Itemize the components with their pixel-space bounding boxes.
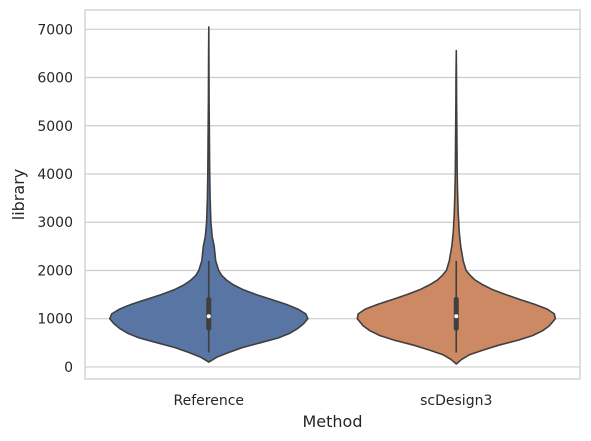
y-tick-label: 3000 (37, 215, 73, 231)
y-tick-label: 6000 (37, 71, 73, 87)
x-tick-labels: Reference scDesign3 (174, 393, 493, 409)
y-tick-label: 0 (64, 360, 73, 376)
y-tick-label: 7000 (37, 22, 73, 38)
median-marker (454, 314, 459, 319)
violin-scdesign3 (356, 49, 557, 365)
median-marker (206, 314, 211, 319)
y-tick-label: 1000 (37, 312, 73, 328)
violin-reference (109, 26, 309, 363)
y-tick-label: 5000 (37, 119, 73, 135)
y-axis-title: library (9, 169, 28, 220)
x-tick-label: Reference (174, 393, 245, 409)
x-tick-label: scDesign3 (420, 393, 492, 409)
y-tick-labels: 0 1000 2000 3000 4000 5000 6000 7000 (37, 22, 73, 376)
y-tick-label: 4000 (37, 167, 73, 183)
plot-frame (84, 9, 581, 380)
y-tick-label: 2000 (37, 263, 73, 279)
x-axis-title: Method (302, 412, 362, 431)
violins (109, 26, 557, 365)
